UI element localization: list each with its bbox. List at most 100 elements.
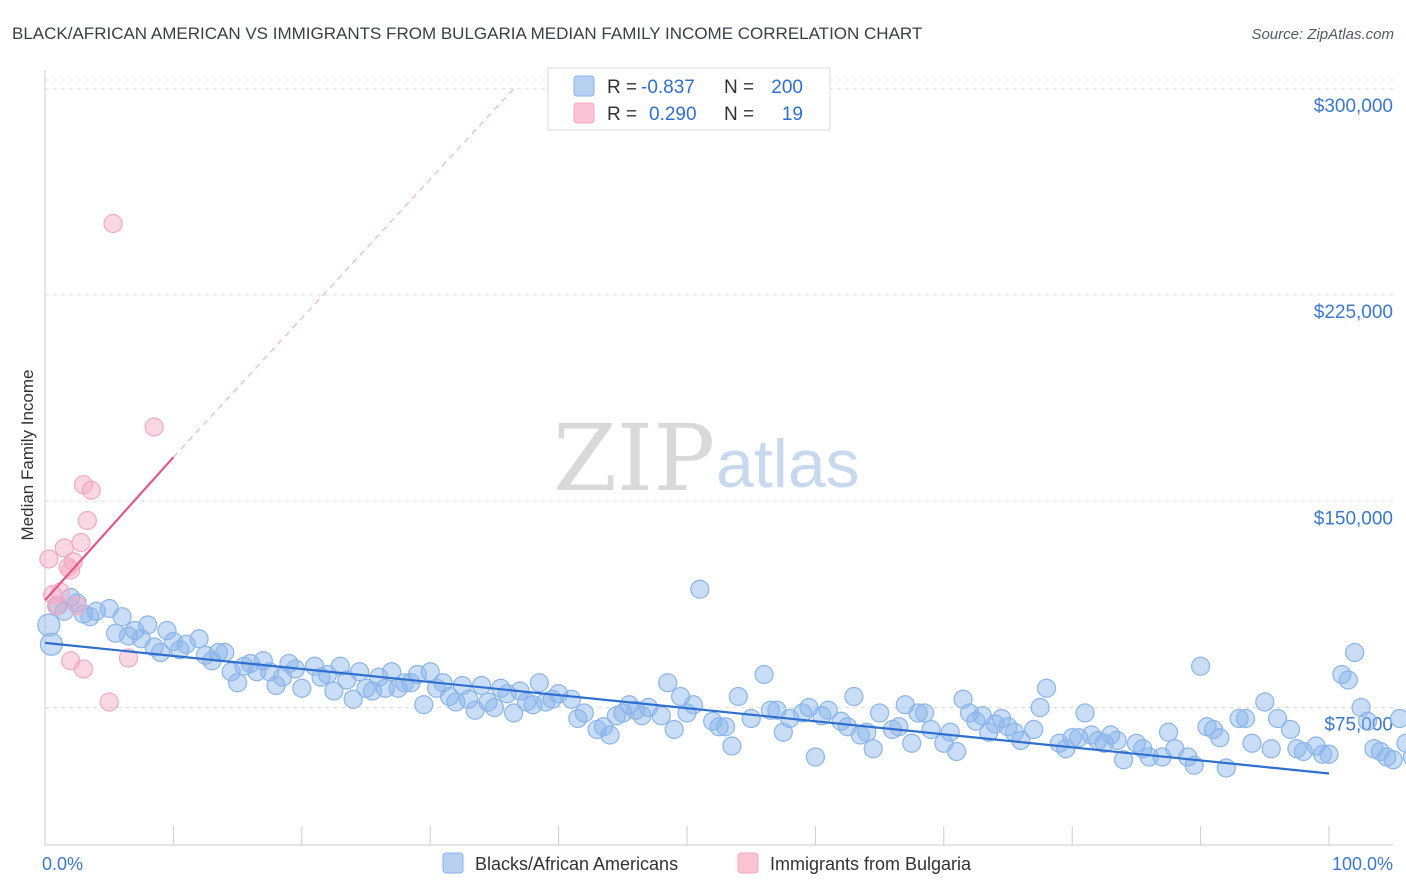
point-bulgaria — [73, 659, 94, 679]
y-tick-label: $300,000 — [1314, 96, 1393, 117]
point-blacks — [1383, 750, 1403, 770]
point-blacks — [1357, 711, 1378, 731]
point-blacks — [420, 662, 440, 682]
point-blacks — [1056, 739, 1076, 759]
point-blacks — [914, 703, 935, 723]
point-blacks — [138, 615, 158, 635]
chart-title: BLACK/AFRICAN AMERICAN VS IMMIGRANTS FRO… — [12, 24, 922, 43]
point-blacks — [157, 620, 177, 641]
stats-n-value-1: 19 — [782, 104, 803, 125]
point-blacks — [805, 747, 826, 767]
point-blacks — [1390, 708, 1406, 729]
watermark-zip: ZIP — [553, 405, 715, 512]
watermark: ZIP atlas — [553, 405, 860, 512]
point-blacks — [471, 675, 492, 696]
stats-r-label-1: R = — [607, 104, 637, 125]
y-tick-label: $150,000 — [1314, 508, 1393, 529]
point-bulgaria — [81, 480, 101, 500]
stats-r-label-0: R = — [607, 77, 637, 98]
trend-line-bulgaria-extension — [172, 88, 515, 458]
watermark-atlas: atlas — [716, 426, 860, 502]
y-axis-tick-labels: $75,000$150,000$225,000$300,000 — [1314, 96, 1393, 736]
point-bulgaria — [67, 596, 87, 616]
point-blacks — [1210, 728, 1230, 748]
point-blacks — [947, 741, 967, 762]
point-blacks — [1036, 678, 1057, 698]
point-blacks — [228, 673, 248, 693]
point-blacks — [349, 662, 370, 682]
gridlines — [45, 79, 1393, 708]
point-blacks — [343, 689, 363, 709]
point-blacks — [1030, 697, 1050, 718]
point-blacks — [1229, 708, 1249, 729]
point-bulgaria — [71, 532, 91, 553]
stats-r-value-1: 0.290 — [649, 104, 697, 125]
point-blacks — [414, 695, 434, 715]
point-blacks — [869, 703, 890, 723]
stats-legend-box — [547, 67, 831, 131]
stats-n-value-0: 200 — [771, 77, 803, 98]
trend-line-blacks — [44, 641, 1330, 775]
stats-legend-swatch-pink — [573, 102, 595, 124]
series-bulgaria-points — [39, 213, 164, 712]
point-blacks — [1113, 750, 1134, 770]
stats-n-label-1: N = — [724, 104, 754, 125]
point-blacks — [683, 695, 704, 715]
trend-lines — [44, 88, 1330, 775]
point-blacks — [189, 629, 209, 649]
bottom-legend-swatch-blue — [442, 852, 464, 874]
point-blacks — [600, 725, 620, 745]
point-blacks — [1268, 708, 1288, 729]
point-blacks — [1338, 670, 1358, 690]
point-blacks — [722, 736, 742, 756]
y-axis-label: Median Family Income — [18, 369, 37, 540]
point-blacks — [863, 739, 883, 759]
stats-legend: R = -0.837 N = 200 R = 0.290 N = 19 — [547, 67, 831, 131]
point-blacks — [292, 678, 312, 698]
point-bulgaria — [58, 557, 78, 577]
point-blacks — [908, 703, 928, 723]
point-blacks — [921, 719, 941, 740]
point-blacks — [902, 733, 922, 753]
point-blacks — [1107, 730, 1127, 751]
point-blacks — [459, 689, 479, 709]
bottom-legend-label-pink: Immigrants from Bulgaria — [770, 854, 972, 874]
x-tick-label-min: 0.0% — [42, 854, 83, 874]
point-blacks — [1024, 719, 1044, 740]
point-blacks — [664, 719, 684, 740]
point-blacks — [150, 642, 171, 663]
point-blacks — [1280, 719, 1301, 740]
point-blacks — [215, 642, 235, 663]
point-blacks — [940, 722, 960, 742]
stats-n-label-0: N = — [724, 77, 754, 98]
chart-source: Source: ZipAtlas.com — [1251, 26, 1394, 43]
series-blacks-points — [37, 579, 1406, 778]
point-blacks — [112, 607, 132, 627]
point-blacks — [844, 686, 864, 707]
point-blacks — [760, 700, 781, 720]
point-blacks — [484, 697, 504, 718]
point-blacks — [818, 700, 838, 720]
point-bulgaria — [144, 417, 164, 437]
point-blacks — [382, 662, 402, 682]
point-blacks — [728, 686, 748, 707]
point-blacks — [1075, 703, 1095, 723]
point-blacks — [709, 717, 729, 737]
point-blacks — [889, 717, 909, 737]
x-axis-ticks — [44, 826, 1330, 845]
point-blacks — [561, 689, 582, 709]
point-blacks — [1255, 692, 1275, 712]
point-bulgaria — [43, 585, 63, 605]
point-blacks — [754, 664, 774, 685]
point-blacks — [37, 613, 61, 637]
point-blacks — [741, 708, 761, 729]
point-blacks — [1293, 741, 1313, 762]
stats-r-value-0: -0.837 — [641, 77, 695, 98]
point-blacks — [690, 579, 710, 599]
point-blacks — [324, 681, 344, 701]
bottom-legend-swatch-pink — [737, 852, 759, 874]
point-blacks — [529, 673, 549, 693]
point-bulgaria — [99, 692, 119, 712]
point-blacks — [1345, 642, 1365, 663]
